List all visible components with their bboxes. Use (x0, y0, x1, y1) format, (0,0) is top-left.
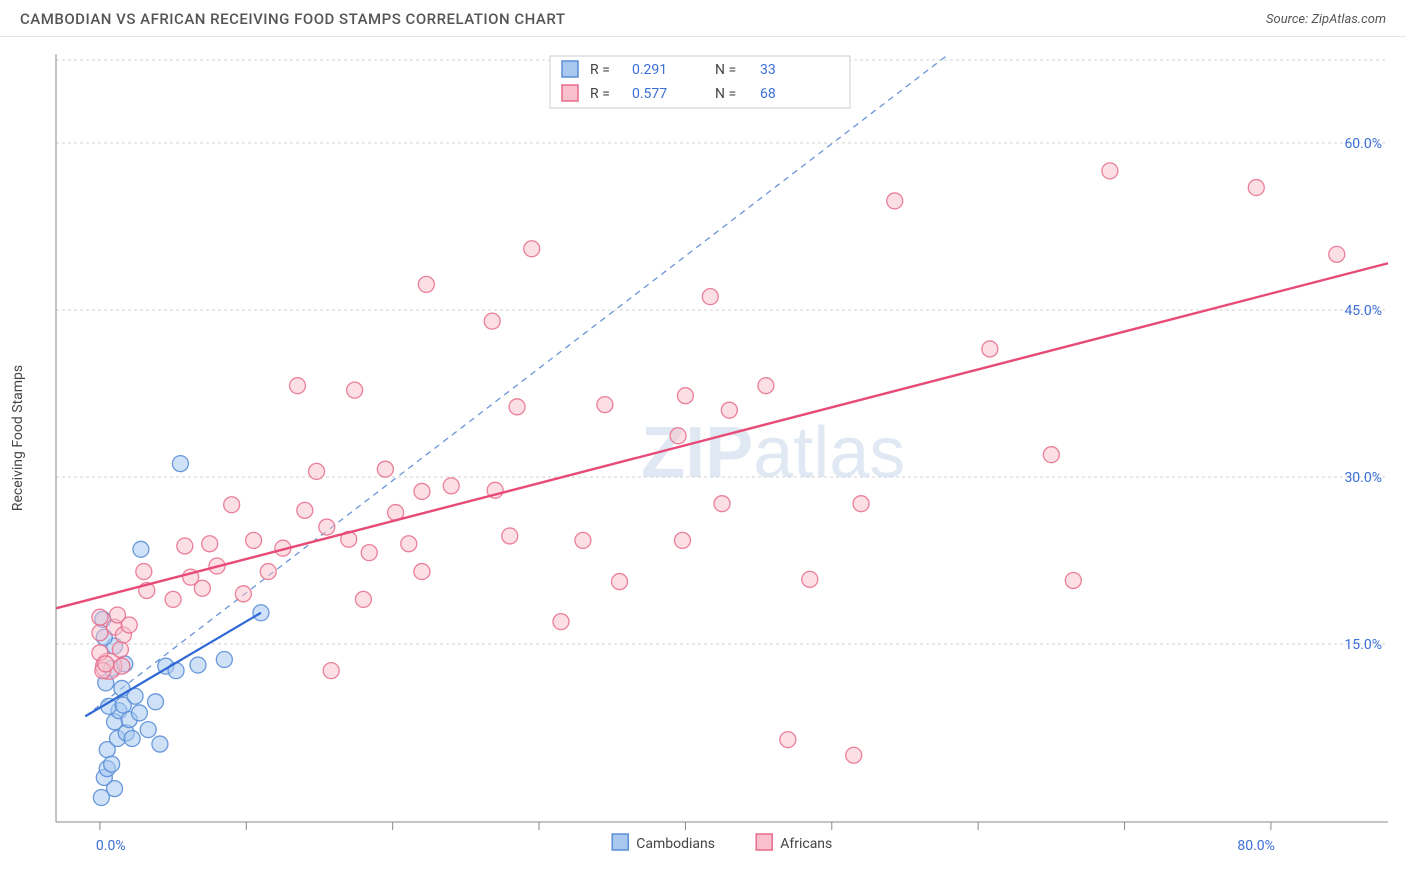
data-point (1248, 180, 1264, 196)
source-prefix: Source: (1266, 12, 1311, 27)
scatter-chart: ZIPatlas 0.0% 80.0% 15.0% 30.0% 45.0% 60.0% Rec… (0, 42, 1406, 892)
trend-line-dashed (85, 54, 949, 716)
legend-label: Africans (780, 836, 832, 852)
data-point (98, 656, 114, 672)
data-point (235, 586, 251, 602)
data-point (260, 564, 276, 580)
chart-header: CAMBODIAN VS AFRICAN RECEIVING FOOD STAM… (0, 0, 1406, 37)
data-point (290, 378, 306, 394)
data-point (509, 399, 525, 415)
data-point (758, 378, 774, 394)
stat-r-label: R = (590, 86, 610, 102)
data-point (323, 663, 339, 679)
data-point (92, 609, 108, 625)
data-point (355, 591, 371, 607)
data-point (92, 625, 108, 641)
stat-r-value: 0.291 (632, 62, 667, 78)
data-point (575, 532, 591, 548)
data-point (524, 241, 540, 257)
stat-r-value: 0.577 (632, 86, 667, 102)
data-point (443, 478, 459, 494)
data-point (216, 651, 232, 667)
data-point (148, 694, 164, 710)
trend-line (56, 263, 1388, 608)
data-point (401, 536, 417, 552)
data-point (887, 193, 903, 209)
data-point (418, 276, 434, 292)
data-point (982, 341, 998, 357)
data-point (414, 564, 430, 580)
data-point (502, 528, 518, 544)
legend-swatch (562, 85, 578, 101)
x-tick-label: 80.0% (1237, 838, 1275, 854)
y-tick-label: 30.0% (1344, 470, 1382, 486)
data-point (802, 571, 818, 587)
data-point (612, 574, 628, 590)
data-point (202, 536, 218, 552)
data-point (670, 428, 686, 444)
chart-area: ZIPatlas 0.0% 80.0% 15.0% 30.0% 45.0% 60.0% Rec… (0, 42, 1406, 892)
data-point (674, 532, 690, 548)
data-point (177, 538, 193, 554)
data-point (224, 497, 240, 513)
watermark: ZIPatlas (641, 413, 905, 493)
data-point (377, 461, 393, 477)
data-point (1043, 447, 1059, 463)
data-point (165, 591, 181, 607)
legend-swatch (562, 61, 578, 77)
y-axis-label: Receiving Food Stamps (10, 365, 26, 511)
data-point (347, 382, 363, 398)
stat-n-value: 68 (760, 86, 776, 102)
data-point (172, 456, 188, 472)
data-point (702, 289, 718, 305)
data-point (131, 705, 147, 721)
data-point (597, 397, 613, 413)
data-point (721, 402, 737, 418)
data-point (361, 545, 377, 561)
data-point (124, 731, 140, 747)
data-point (112, 641, 128, 657)
data-point (553, 614, 569, 630)
source-attribution: Source: ZipAtlas.com (1266, 12, 1386, 27)
data-point (853, 496, 869, 512)
data-point (190, 657, 206, 673)
stat-n-label: N = (715, 62, 736, 78)
data-point (780, 732, 796, 748)
legend-swatch (756, 834, 772, 850)
data-point (114, 658, 130, 674)
data-point (319, 519, 335, 535)
data-point (152, 736, 168, 752)
data-point (846, 747, 862, 763)
data-point (1329, 246, 1345, 262)
stat-r-label: R = (590, 62, 610, 78)
stat-n-label: N = (715, 86, 736, 102)
data-point (309, 463, 325, 479)
data-point (246, 532, 262, 548)
y-tick-label: 15.0% (1344, 637, 1382, 653)
legend-swatch (612, 834, 628, 850)
data-point (107, 781, 123, 797)
y-tick-label: 60.0% (1344, 136, 1382, 152)
data-point (1065, 572, 1081, 588)
data-point (677, 388, 693, 404)
data-point (714, 496, 730, 512)
data-point (136, 564, 152, 580)
data-point (297, 502, 313, 518)
stat-n-value: 33 (760, 62, 776, 78)
data-point (140, 722, 156, 738)
source-link[interactable]: ZipAtlas.com (1311, 12, 1386, 27)
x-tick-label: 0.0% (96, 838, 126, 854)
data-point (484, 313, 500, 329)
data-point (414, 483, 430, 499)
legend-label: Cambodians (636, 836, 715, 852)
y-tick-label: 45.0% (1344, 303, 1382, 319)
data-point (121, 617, 137, 633)
data-point (104, 756, 120, 772)
data-point (133, 541, 149, 557)
data-point (1102, 163, 1118, 179)
chart-title: CAMBODIAN VS AFRICAN RECEIVING FOOD STAM… (20, 10, 565, 28)
data-point (194, 580, 210, 596)
